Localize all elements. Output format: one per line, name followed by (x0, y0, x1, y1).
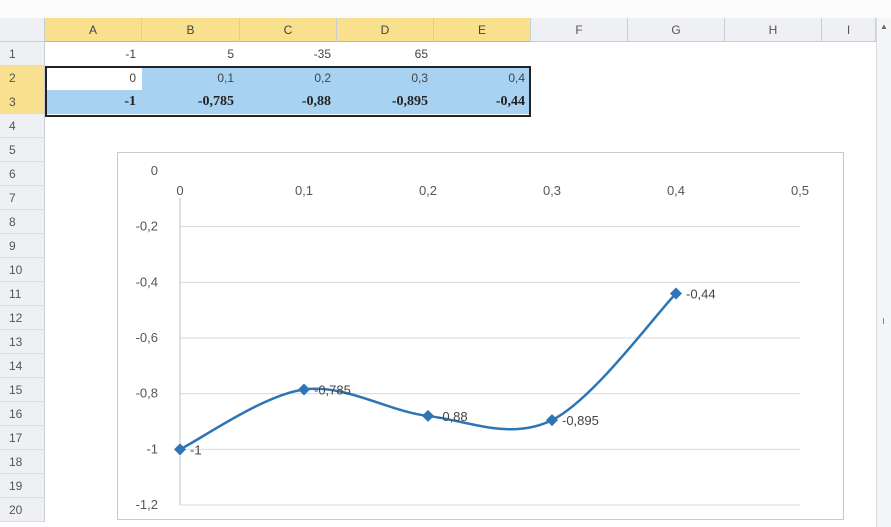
scroll-thumb[interactable] (883, 318, 884, 324)
x-tick-label: 0,4 (667, 183, 685, 198)
x-tick-label: 0,1 (295, 183, 313, 198)
data-label: -0,44 (686, 286, 716, 301)
column-header-d[interactable]: D (337, 18, 434, 42)
row-header-19[interactable]: 19 (0, 474, 45, 498)
row-header-13[interactable]: 13 (0, 330, 45, 354)
cell-a2[interactable]: 0 (45, 66, 142, 90)
column-header-b[interactable]: B (142, 18, 240, 42)
column-header-f[interactable]: F (531, 18, 628, 42)
cell-b1[interactable]: 5 (227, 47, 234, 61)
column-header-c[interactable]: C (240, 18, 337, 42)
cell-c3[interactable]: -0,88 (240, 90, 337, 114)
cell-d3[interactable]: -0,895 (337, 90, 434, 114)
column-header-h[interactable]: H (725, 18, 822, 42)
cell-c2[interactable]: 0,2 (240, 66, 337, 90)
data-point-marker (670, 287, 682, 300)
data-point-marker (298, 383, 310, 396)
data-point-marker (174, 443, 186, 456)
data-point-marker (546, 414, 558, 427)
y-tick-label: -0,8 (136, 386, 158, 401)
row-header-1[interactable]: 1 (0, 42, 45, 66)
row-header-2[interactable]: 2 (0, 66, 45, 90)
ribbon-edge (0, 0, 891, 18)
cell-e2[interactable]: 0,4 (434, 66, 531, 90)
row-header-8[interactable]: 8 (0, 210, 45, 234)
cell-c1[interactable]: -35 (313, 47, 331, 61)
x-tick-label: 0,3 (543, 183, 561, 198)
y-tick-label: -0,4 (136, 274, 158, 289)
data-label: -0,895 (562, 413, 599, 428)
y-tick-label: -0,2 (136, 219, 158, 234)
data-label: -0,785 (314, 382, 351, 397)
y-tick-label: -1 (146, 441, 158, 456)
column-header-a[interactable]: A (45, 18, 142, 42)
select-all-corner[interactable] (0, 18, 45, 42)
row-header-16[interactable]: 16 (0, 402, 45, 426)
x-tick-label: 0,5 (791, 183, 809, 198)
x-tick-label: 0,2 (419, 183, 437, 198)
row-header-4[interactable]: 4 (0, 114, 45, 138)
row-header-9[interactable]: 9 (0, 234, 45, 258)
chart-canvas: 0 -0,2 -0,4 -0,6 -0,8 -1 -1,2 0 0,1 0,2 0,3 0,4 0,5 -… (136, 163, 809, 512)
row-header-18[interactable]: 18 (0, 450, 45, 474)
row-header-12[interactable]: 12 (0, 306, 45, 330)
cell-a3[interactable]: -1 (45, 90, 142, 114)
data-label: -0,88 (438, 409, 468, 424)
cell-e3[interactable]: -0,44 (434, 90, 531, 114)
cell-b2[interactable]: 0,1 (142, 66, 240, 90)
y-tick-label: -0,6 (136, 330, 158, 345)
row-header-10[interactable]: 10 (0, 258, 45, 282)
cell-a1[interactable]: -1 (125, 47, 136, 61)
y-tick-label: 0 (151, 163, 158, 178)
y-tick-label: -1,2 (136, 497, 158, 512)
row-header-14[interactable]: 14 (0, 354, 45, 378)
column-header-i[interactable]: I (822, 18, 876, 42)
row-header-7[interactable]: 7 (0, 186, 45, 210)
scroll-up-icon[interactable]: ▲ (880, 22, 888, 31)
cell-d2[interactable]: 0,3 (337, 66, 434, 90)
column-header-e[interactable]: E (434, 18, 531, 42)
row-header-15[interactable]: 15 (0, 378, 45, 402)
cell-b3[interactable]: -0,785 (142, 90, 240, 114)
row-header-3[interactable]: 3 (0, 90, 45, 114)
vertical-scrollbar[interactable]: ▲ (876, 18, 891, 527)
data-point-marker (422, 409, 434, 422)
selection-range (45, 66, 531, 117)
cell-d1[interactable]: 65 (414, 47, 428, 61)
row-header-5[interactable]: 5 (0, 138, 45, 162)
column-header-g[interactable]: G (628, 18, 725, 42)
line-chart[interactable]: 0 -0,2 -0,4 -0,6 -0,8 -1 -1,2 0 0,1 0,2 0,3 0,4 0,5 -… (117, 152, 844, 520)
x-tick-label: 0 (176, 183, 183, 198)
row-header-11[interactable]: 11 (0, 282, 45, 306)
row-header-6[interactable]: 6 (0, 162, 45, 186)
data-label: -1 (190, 442, 202, 457)
series-line (179, 292, 677, 451)
row-header-20[interactable]: 20 (0, 498, 45, 522)
row-header-17[interactable]: 17 (0, 426, 45, 450)
